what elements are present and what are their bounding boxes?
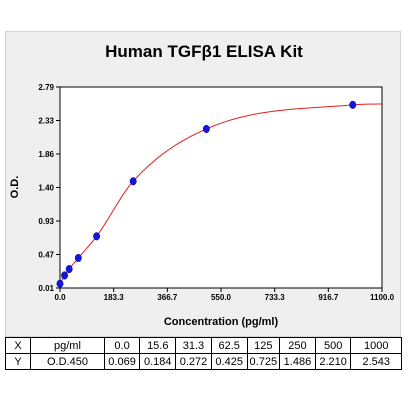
table-cell: 62.5 xyxy=(210,337,248,354)
y-tick-label: 1.40 xyxy=(38,184,54,193)
table-cell: 1000 xyxy=(350,337,402,354)
data-point xyxy=(65,265,73,274)
y-tick-label: 1.86 xyxy=(38,150,54,159)
table-cell: 0.0 xyxy=(103,337,141,354)
data-table: X pg/ml 0.0 15.6 31.3 62.5 125 250 500 1… xyxy=(4,337,402,370)
table-cell: X xyxy=(4,337,32,354)
y-axis-label: O.D. xyxy=(9,176,21,199)
x-tick-label: 1100.0 xyxy=(370,293,395,302)
y-tick-label: 0.93 xyxy=(38,217,54,226)
y-tick-label: 2.79 xyxy=(38,83,54,92)
table-cell: 0.425 xyxy=(210,353,248,370)
table-cell: 2.543 xyxy=(350,353,402,370)
table-cell: 1.486 xyxy=(279,353,316,370)
y-tick-label: 2.33 xyxy=(38,117,54,126)
y-tick-label: 0.47 xyxy=(38,251,54,260)
table-cell: Y xyxy=(4,353,32,370)
x-tick-label: 0.0 xyxy=(54,293,66,302)
table-cell: 0.184 xyxy=(139,353,177,370)
x-tick-label: 183.3 xyxy=(104,293,125,302)
x-tick-label: 916.7 xyxy=(318,293,339,302)
data-point xyxy=(349,100,357,109)
table-cell: 250 xyxy=(279,337,316,354)
table-cell: 500 xyxy=(314,337,352,354)
y-tick-label: 0.01 xyxy=(38,284,54,293)
y-axis: 0.01 0.47 0.93 1.40 1.86 2.33 2.79 xyxy=(38,83,60,293)
data-point xyxy=(61,271,69,280)
table-row: Y O.D.450 0.069 0.184 0.272 0.425 0.725 … xyxy=(4,353,402,370)
table-cell: 15.6 xyxy=(139,337,177,354)
table-cell: pg/ml xyxy=(30,337,105,354)
data-point xyxy=(202,124,210,133)
x-tick-label: 550.0 xyxy=(211,293,232,302)
table-cell: 2.210 xyxy=(314,353,352,370)
table-cell: 125 xyxy=(246,337,281,354)
x-tick-label: 366.7 xyxy=(157,293,178,302)
data-point xyxy=(93,232,101,241)
data-point xyxy=(56,279,64,288)
table-cell: 0.725 xyxy=(246,353,281,370)
data-point xyxy=(74,253,82,263)
data-point xyxy=(129,177,137,186)
table-cell: 0.069 xyxy=(103,353,141,370)
table-cell: 0.272 xyxy=(175,353,212,370)
plot-area xyxy=(59,86,383,289)
table-cell: O.D.450 xyxy=(30,353,105,370)
chart-title: Human TGFβ1 ELISA Kit xyxy=(105,42,303,61)
data-points xyxy=(56,100,357,288)
x-tick-label: 733.3 xyxy=(265,293,286,302)
table-row: X pg/ml 0.0 15.6 31.3 62.5 125 250 500 1… xyxy=(4,337,402,354)
x-axis-label: Concentration (pg/ml) xyxy=(164,316,279,328)
x-axis: 0.0 183.3 366.7 550.0 733.3 916.7 1100.0 xyxy=(54,288,395,302)
table-cell: 31.3 xyxy=(175,337,212,354)
